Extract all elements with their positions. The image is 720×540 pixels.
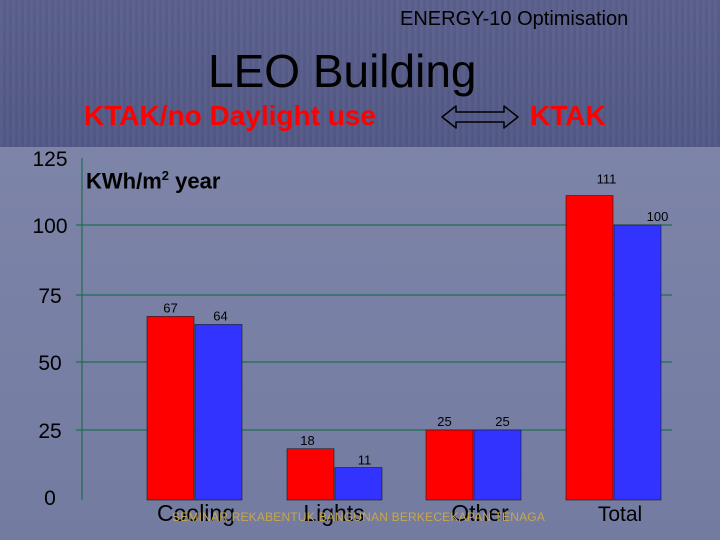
data-label: 64 (213, 308, 227, 323)
data-label: 18 (300, 433, 314, 448)
y-tick-label: 100 (32, 215, 67, 238)
y-axis-unit-label: KWh/m2 year (86, 168, 221, 194)
data-label: 111 (597, 172, 617, 187)
bar (286, 448, 335, 501)
top-caption: ENERGY-10 Optimisation (400, 8, 629, 30)
data-label: 11 (358, 453, 372, 468)
bar (334, 467, 383, 501)
data-label: 25 (437, 414, 451, 429)
x-category-label: Total (598, 503, 642, 526)
y-tick-label: 0 (44, 487, 56, 510)
x-category-label: Cooling (157, 500, 235, 526)
x-category-label: Lights (303, 500, 364, 526)
x-category-label: Other (451, 500, 509, 526)
page-title: LEO Building (208, 45, 477, 97)
data-label: 67 (163, 300, 177, 315)
y-tick-label: 50 (38, 352, 61, 375)
footer-text: SEMINAR REKABENTUK BANGUNAN BERKECEKAPAN… (172, 510, 546, 524)
bar (146, 316, 195, 501)
bar (613, 224, 662, 501)
bar (565, 195, 614, 501)
y-tick-label: 75 (38, 285, 61, 308)
y-tick-label: 25 (38, 420, 61, 443)
bar (473, 429, 522, 501)
y-tick-label: 125 (32, 148, 67, 171)
bar (194, 324, 243, 501)
data-label: 25 (495, 414, 509, 429)
double-arrow-icon (440, 104, 520, 130)
legend-left-label: KTAK/no Daylight use (84, 100, 376, 131)
bar (425, 429, 474, 501)
legend-right-label: KTAK (530, 100, 606, 131)
data-label: 100 (647, 209, 669, 224)
